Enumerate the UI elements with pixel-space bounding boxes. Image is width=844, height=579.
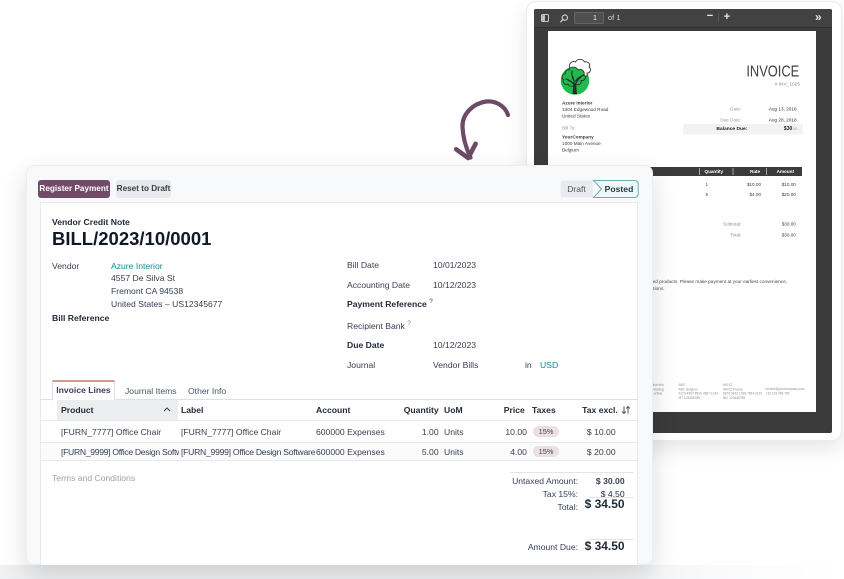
- svg-text:Posted: Posted: [605, 184, 634, 194]
- svg-text:Draft: Draft: [567, 184, 586, 194]
